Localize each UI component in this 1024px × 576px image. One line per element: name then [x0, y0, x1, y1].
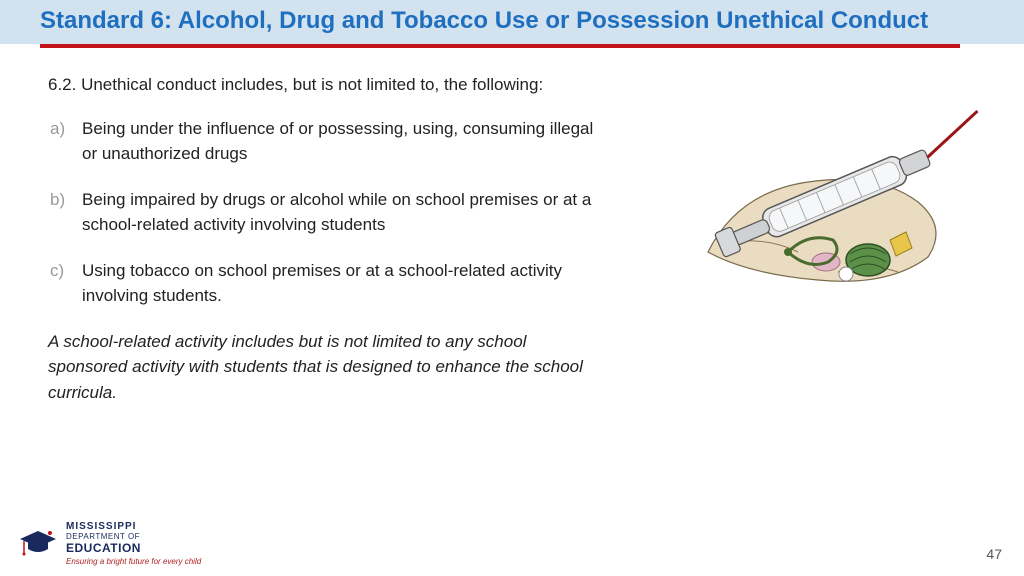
slide: Standard 6: Alcohol, Drug and Tobacco Us…: [0, 0, 1024, 576]
list-text: Using tobacco on school premises or at a…: [82, 258, 608, 309]
list-text: Being under the influence of or possessi…: [82, 116, 608, 167]
list-item: a) Being under the influence of or posse…: [48, 116, 608, 167]
list-marker: a): [48, 116, 82, 167]
intro-text: 6.2. Unethical conduct includes, but is …: [48, 72, 588, 98]
logo-tagline: Ensuring a bright future for every child: [66, 557, 201, 566]
syringe-illustration: [668, 102, 998, 302]
title-bar: Standard 6: Alcohol, Drug and Tobacco Us…: [0, 0, 1024, 44]
bullet-list: a) Being under the influence of or posse…: [48, 116, 608, 309]
list-text: Being impaired by drugs or alcohol while…: [82, 187, 608, 238]
footnote-text: A school-related activity includes but i…: [48, 329, 608, 406]
footer: MISSISSIPPI DEPARTMENT OF EDUCATION Ensu…: [18, 521, 201, 566]
logo-line2: DEPARTMENT OF: [66, 532, 201, 541]
page-number: 47: [986, 546, 1002, 562]
list-marker: b): [48, 187, 82, 238]
list-item: c) Using tobacco on school premises or a…: [48, 258, 608, 309]
dept-logo: MISSISSIPPI DEPARTMENT OF EDUCATION Ensu…: [18, 521, 201, 566]
list-item: b) Being impaired by drugs or alcohol wh…: [48, 187, 608, 238]
slide-title: Standard 6: Alcohol, Drug and Tobacco Us…: [40, 6, 984, 36]
logo-line3: EDUCATION: [66, 541, 201, 555]
logo-text: MISSISSIPPI DEPARTMENT OF EDUCATION Ensu…: [66, 521, 201, 566]
syringe-icon: [668, 102, 998, 302]
graduation-cap-icon: [18, 527, 58, 561]
list-marker: c): [48, 258, 82, 309]
logo-line1: MISSISSIPPI: [66, 521, 201, 532]
